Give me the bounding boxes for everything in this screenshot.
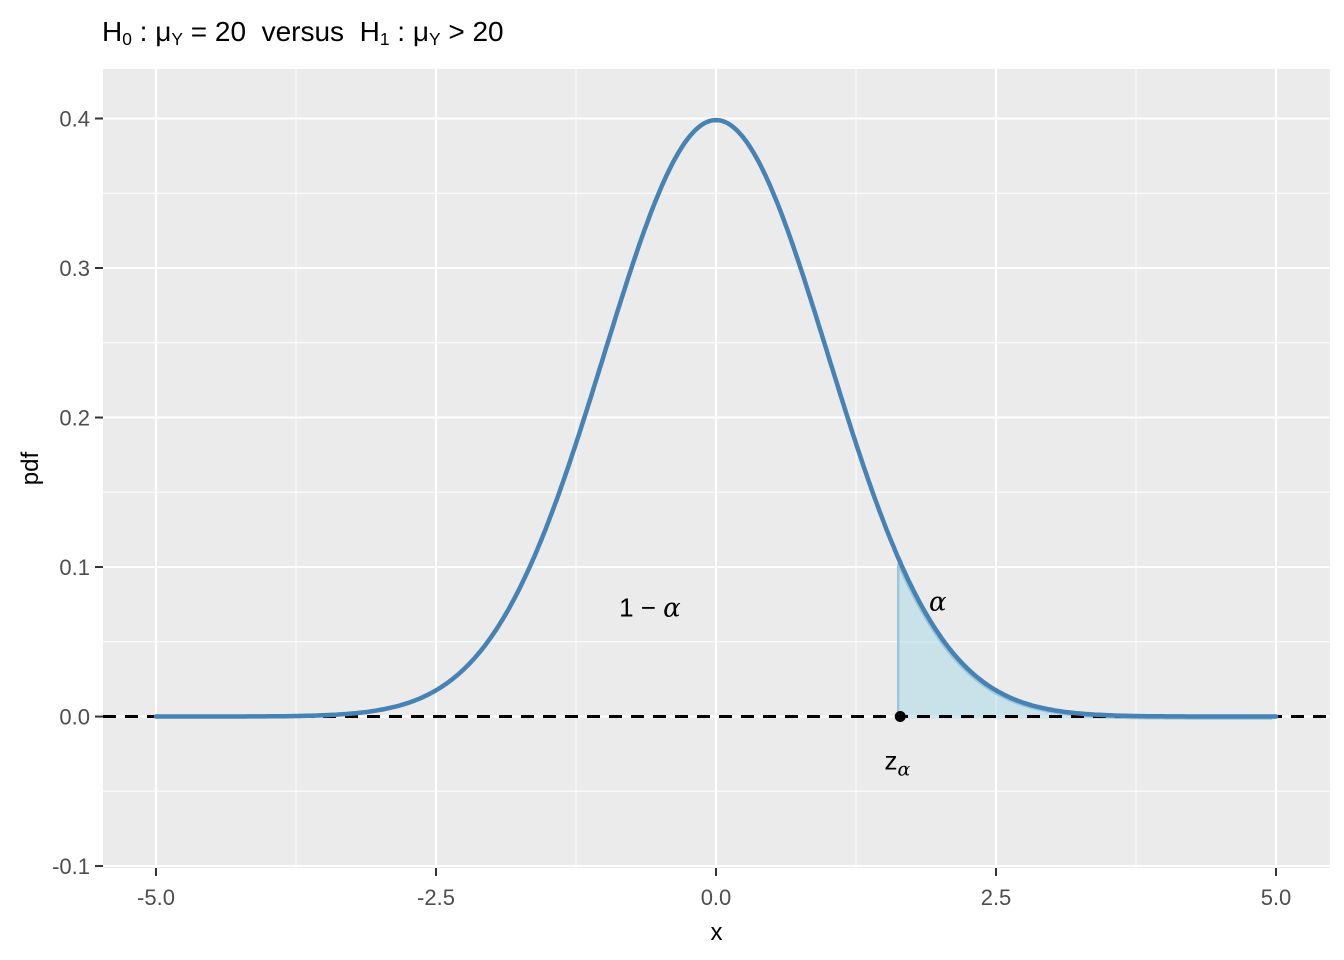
- plot-title-segment: 0: [122, 28, 132, 49]
- z-alpha-label: zα: [885, 746, 911, 781]
- y-tick-label: 0.2: [59, 406, 90, 431]
- z-alpha-label-segment: α: [898, 759, 911, 781]
- x-axis-title: x: [711, 919, 723, 946]
- plot-title-segment: Y: [428, 28, 441, 49]
- plot-title-segment: H: [102, 16, 123, 47]
- y-tick-label: 0.1: [59, 555, 90, 580]
- x-tick-label: 0.0: [701, 885, 732, 910]
- plot-title-segment: μ: [412, 16, 429, 47]
- axis-ticks: [95, 117, 1278, 876]
- rejection-region-fill: [898, 564, 1274, 719]
- plot-title-segment: Y: [171, 28, 183, 49]
- x-tick-label: -5.0: [137, 885, 175, 910]
- grid-major: [103, 69, 1330, 868]
- plot-title-segment: :: [389, 16, 413, 47]
- x-tick-label: 5.0: [1261, 885, 1292, 910]
- pdf-curve: [153, 117, 1279, 719]
- plot-title-segment: > 20: [440, 16, 504, 47]
- x-tick-label: -2.5: [417, 885, 455, 910]
- plot-title-segment: μ: [155, 16, 172, 47]
- one-minus-alpha-label: 1 − α: [619, 592, 681, 623]
- x-tick-label: 2.5: [981, 885, 1012, 910]
- y-tick-label: 0.3: [59, 256, 90, 281]
- y-tick-label: 0.0: [59, 705, 90, 730]
- plot-title-segment: 1: [379, 28, 390, 49]
- plot-title-segment: :: [131, 16, 156, 47]
- plot-title-segment: = 20 versus H: [182, 16, 380, 47]
- alpha-label-segment: α: [929, 587, 947, 617]
- alpha-label: α: [929, 587, 947, 617]
- plot-title: H0 : μY = 20 versus H1 : μY > 20: [102, 16, 504, 50]
- z-alpha-label-segment: z: [885, 746, 898, 776]
- y-tick-label: -0.1: [52, 854, 90, 879]
- one-minus-alpha-label-segment: 1 −: [619, 592, 663, 622]
- y-tick-label: 0.4: [59, 106, 90, 131]
- one-minus-alpha-label-segment: α: [663, 593, 681, 623]
- critical-value-point: [894, 711, 906, 723]
- y-axis-title: pdf: [17, 451, 44, 485]
